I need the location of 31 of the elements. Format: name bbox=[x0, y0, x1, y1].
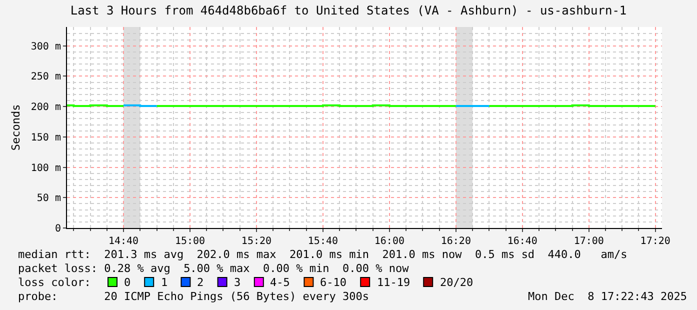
legend-label: 3 bbox=[234, 276, 241, 289]
x-tick-label: 16:40 bbox=[507, 236, 538, 247]
y-tick-label: 200 m bbox=[30, 102, 61, 114]
x-tick-label: 16:00 bbox=[374, 236, 404, 247]
x-tick-label: 17:00 bbox=[574, 236, 604, 247]
y-axis-title: Seconds bbox=[10, 104, 23, 151]
y-tick-label: 50 m bbox=[36, 193, 61, 204]
legend-label: 4-5 bbox=[270, 276, 290, 289]
y-tick-label: 250 m bbox=[30, 72, 61, 83]
legend-label: 20/20 bbox=[440, 276, 474, 289]
x-tick-label: 16:20 bbox=[440, 236, 471, 247]
text: probe: 20 ICMP Echo Pings (56 Bytes) every 300s bbox=[18, 290, 369, 303]
x-tick-label: 14:40 bbox=[108, 236, 139, 247]
y-tick-label: 300 m bbox=[30, 41, 61, 52]
legend-label: 0 bbox=[124, 276, 131, 289]
y-tick-label: 100 m bbox=[30, 162, 61, 174]
y-tick-label: 150 m bbox=[30, 132, 61, 144]
chart-title: Last 3 Hours from 464d48b6ba6f to United States (VA - Ashburn) - us-ashburn-1 bbox=[70, 3, 627, 18]
legend-title: loss color: bbox=[18, 276, 91, 289]
x-tick-label: 15:00 bbox=[174, 236, 206, 247]
x-tick-label: 15:20 bbox=[241, 236, 272, 247]
y-tick-label: 0 bbox=[54, 224, 61, 234]
legend-label: 11-19 bbox=[377, 276, 410, 289]
text: median rtt: 201.3 ms avg 202.0 ms max 201.0 ms min 201.0 ms now 0.5 ms sd 440.0 am/s bbox=[18, 248, 628, 261]
x-tick-label: 15:40 bbox=[308, 236, 338, 247]
text: packet loss: 0.28 % avg 5.00 % max 0.00 % min 0.00 % now bbox=[18, 262, 410, 275]
legend-label: 6-10 bbox=[320, 276, 346, 289]
text: Mon Dec 8 17:22:43 2025 bbox=[528, 290, 687, 303]
x-tick-label: 17:20 bbox=[640, 236, 670, 247]
legend-label: 1 bbox=[161, 276, 168, 289]
legend-label: 2 bbox=[197, 276, 204, 289]
